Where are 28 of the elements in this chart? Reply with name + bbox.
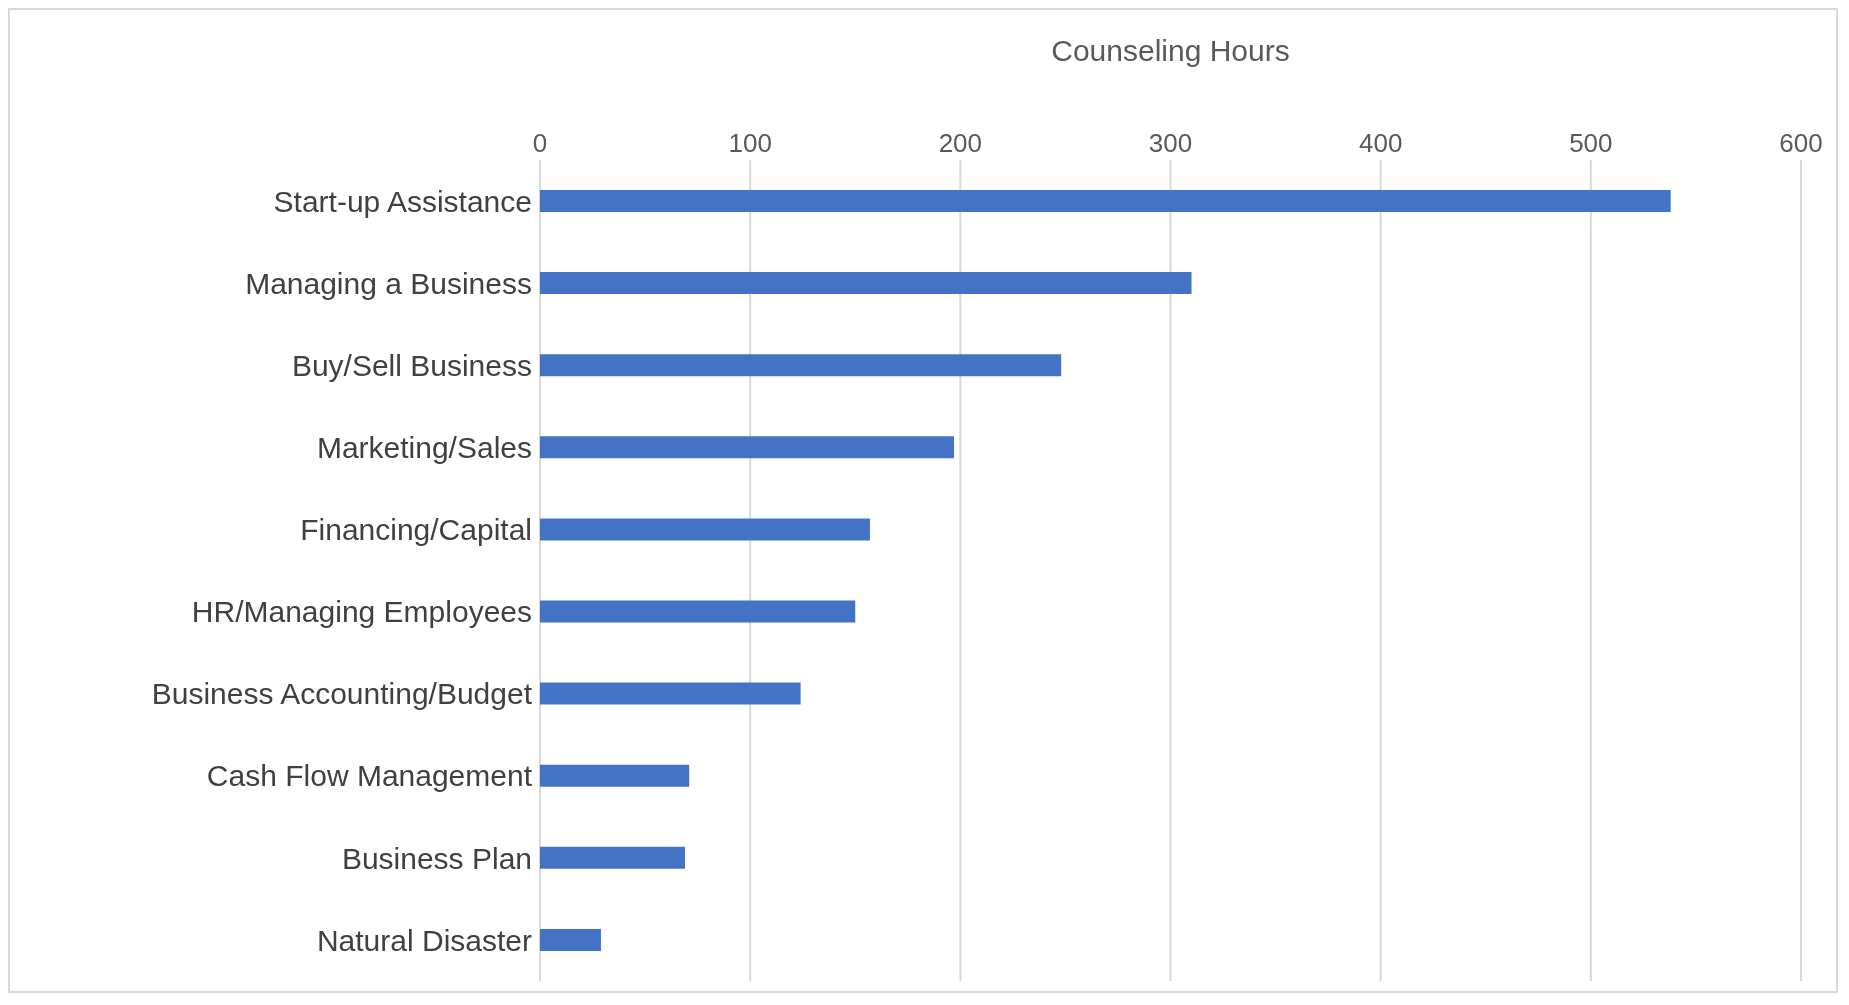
y-tick-label: Managing a Business bbox=[245, 266, 532, 300]
x-tick-label: 200 bbox=[938, 128, 983, 158]
x-tick-label: 0 bbox=[532, 128, 548, 158]
bar bbox=[540, 190, 1671, 212]
bar bbox=[540, 600, 856, 623]
bar bbox=[540, 764, 690, 787]
x-tick-label: 500 bbox=[1569, 128, 1613, 158]
x-tick-label: 300 bbox=[1148, 128, 1193, 158]
x-tick-label: 100 bbox=[728, 128, 772, 158]
y-tick-label: Buy/Sell Business bbox=[291, 348, 532, 382]
y-tick-label: Financing/Capital bbox=[300, 513, 532, 547]
y-tick-label: Business Accounting/Budget bbox=[151, 677, 533, 711]
y-tick-label: Marketing/Sales bbox=[316, 431, 532, 464]
bar bbox=[540, 928, 601, 951]
y-tick-label: Natural Disaster bbox=[316, 923, 532, 957]
bar bbox=[540, 272, 1192, 295]
x-axis-title: Counseling Hours bbox=[1051, 34, 1290, 68]
bar bbox=[540, 436, 955, 459]
y-tick-label: Business Plan bbox=[341, 841, 532, 875]
x-tick-label: 400 bbox=[1358, 128, 1403, 158]
y-tick-label: Cash Flow Management bbox=[206, 759, 533, 793]
x-tick-label: 600 bbox=[1779, 128, 1823, 158]
bar bbox=[540, 354, 1062, 377]
bar bbox=[540, 518, 870, 541]
y-tick-label: Start-up Assistance bbox=[273, 184, 532, 218]
bar bbox=[540, 846, 686, 869]
bar bbox=[540, 682, 801, 705]
y-tick-label: HR/Managing Employees bbox=[191, 595, 532, 629]
